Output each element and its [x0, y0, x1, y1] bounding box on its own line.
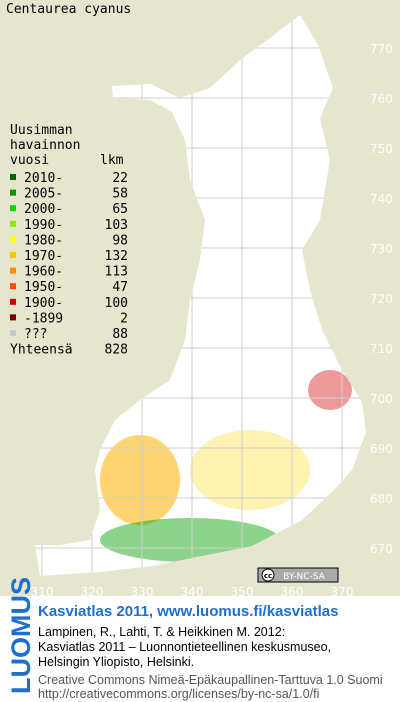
footer-background	[0, 596, 400, 702]
legend-label: 1950-	[24, 280, 63, 295]
legend-swatch	[10, 283, 16, 290]
legend-count: 132	[105, 249, 128, 264]
legend-label: 1990-	[24, 218, 63, 233]
citation-line: Kasviatlas 2011 – Luonnontieteellinen ke…	[38, 640, 331, 654]
legend-swatch	[10, 252, 16, 258]
legend-swatch	[10, 174, 16, 180]
legend-total-count: 828	[105, 343, 128, 358]
legend-count: 103	[105, 218, 128, 233]
legend-count: 2	[120, 311, 128, 326]
legend-label: 1960-	[24, 265, 63, 280]
legend-swatch	[10, 189, 16, 196]
x-tick-label: 340	[181, 585, 204, 599]
legend-label: 2000-	[24, 202, 63, 217]
legend-total-label: Yhteensä	[10, 343, 73, 358]
x-tick-label: 350	[231, 585, 254, 599]
legend-heading: vuosi	[10, 153, 49, 168]
map-title: Centaurea cyanus	[6, 2, 131, 17]
legend-count: 100	[105, 296, 128, 311]
legend-count: 88	[112, 327, 128, 342]
legend-label: ???	[24, 327, 47, 342]
legend-label: 1980-	[24, 233, 63, 248]
y-tick-label: 770	[370, 42, 393, 56]
license-line: Creative Commons Nimeä-Epäkaupallinen-Ta…	[38, 673, 383, 687]
legend-count: 58	[112, 187, 128, 202]
legend-swatch	[10, 236, 16, 243]
logo: LUOMUS	[6, 577, 36, 694]
y-tick-label: 740	[370, 192, 393, 206]
y-tick-label: 710	[370, 342, 393, 356]
legend-label: 1900-	[24, 296, 63, 311]
x-tick-label: 310	[31, 585, 54, 599]
legend-count-heading: lkm	[100, 153, 124, 168]
y-tick-label: 680	[370, 492, 393, 506]
legend-label: 1970-	[24, 249, 63, 264]
citation-line: Lampinen, R., Lahti, T. & Heikkinen M. 2…	[38, 625, 285, 639]
x-tick-label: 370	[331, 585, 354, 599]
legend-count: 22	[112, 171, 128, 186]
legend-heading: Uusimman	[10, 123, 73, 138]
y-tick-label: 670	[370, 542, 393, 556]
y-tick-label: 690	[370, 442, 393, 456]
legend-swatch	[10, 314, 16, 321]
x-tick-label: 360	[281, 585, 304, 599]
legend-count: 47	[112, 280, 128, 295]
legend-label: 2010-	[24, 171, 63, 186]
footer-link[interactable]: Kasviatlas 2011, www.luomus.fi/kasviatla…	[38, 603, 338, 620]
legend-heading: havainnon	[10, 138, 80, 153]
cc-icon: cc	[264, 572, 272, 580]
legend-label: -1899	[24, 311, 63, 326]
y-tick-label: 750	[370, 142, 393, 156]
legend-swatch	[10, 220, 16, 227]
y-tick-label: 720	[370, 292, 393, 306]
cc-text: BY-NC-SA	[283, 572, 326, 582]
legend-swatch	[10, 267, 16, 274]
legend-count: 98	[112, 233, 128, 248]
y-tick-label: 700	[370, 392, 393, 406]
legend-count: 113	[105, 265, 128, 280]
legend-swatch	[10, 205, 16, 212]
legend-swatch	[10, 330, 16, 336]
license-line: http://creativecommons.org/licenses/by-n…	[38, 687, 319, 701]
legend-count: 65	[112, 202, 128, 217]
y-tick-label: 730	[370, 242, 393, 256]
x-tick-label: 330	[131, 585, 154, 599]
legend-label: 2005-	[24, 187, 63, 202]
citation-line: Helsingin Yliopisto, Helsinki.	[38, 655, 194, 669]
cc-badge: cc BY-NC-SA	[257, 567, 339, 583]
x-tick-label: 320	[81, 585, 104, 599]
y-tick-label: 760	[370, 92, 393, 106]
legend-swatch	[10, 298, 16, 305]
